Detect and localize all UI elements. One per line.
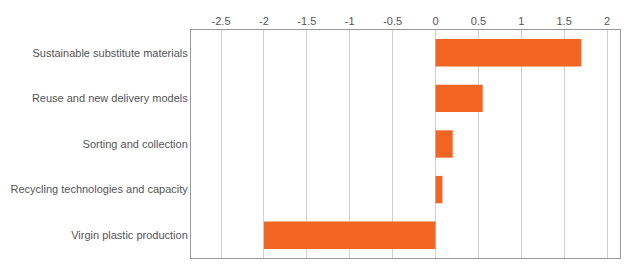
svg-text:0.5: 0.5 bbox=[471, 15, 486, 27]
svg-text:Sorting and collection: Sorting and collection bbox=[83, 138, 188, 150]
svg-text:Virgin plastic production: Virgin plastic production bbox=[71, 229, 188, 241]
svg-text:Sustainable substitute materia: Sustainable substitute materials bbox=[32, 47, 188, 59]
svg-text:Reuse and new delivery models: Reuse and new delivery models bbox=[32, 92, 188, 104]
svg-text:-2.5: -2.5 bbox=[212, 15, 231, 27]
svg-text:Recycling technologies and cap: Recycling technologies and capacity bbox=[10, 183, 188, 195]
svg-text:0: 0 bbox=[432, 15, 438, 27]
svg-text:-1.5: -1.5 bbox=[297, 15, 316, 27]
svg-text:-1: -1 bbox=[345, 15, 355, 27]
svg-text:1.5: 1.5 bbox=[557, 15, 572, 27]
svg-text:-2: -2 bbox=[259, 15, 269, 27]
svg-text:2: 2 bbox=[604, 15, 610, 27]
svg-text:1: 1 bbox=[518, 15, 524, 27]
svg-text:-0.5: -0.5 bbox=[383, 15, 402, 27]
